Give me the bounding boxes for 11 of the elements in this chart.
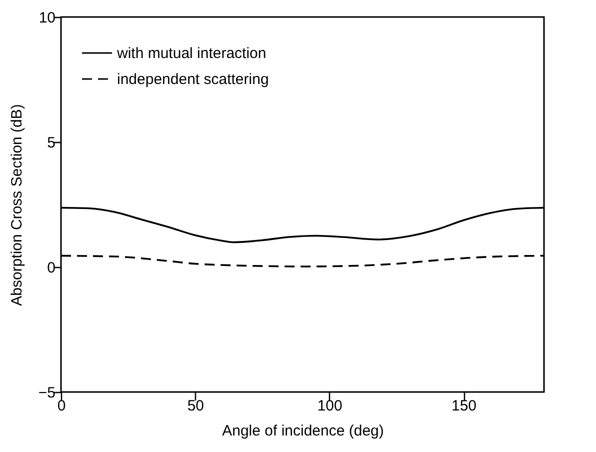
legend-label: independent scattering <box>117 71 269 88</box>
y-tick-label: 5 <box>47 134 56 152</box>
x-tick-label: 50 <box>187 398 204 414</box>
y-tick-label: −5 <box>38 384 56 402</box>
x-tick-label: 100 <box>317 398 342 414</box>
y-axis-title: Absorption Cross Section (dB) <box>8 104 26 306</box>
y-tick-label: 10 <box>38 10 56 26</box>
x-tick-label: 150 <box>451 398 477 414</box>
legend-label: with mutual interaction <box>116 45 266 62</box>
x-axis-title: Angle of incidence (deg) <box>222 422 384 440</box>
y-tick-label: 0 <box>47 260 56 276</box>
